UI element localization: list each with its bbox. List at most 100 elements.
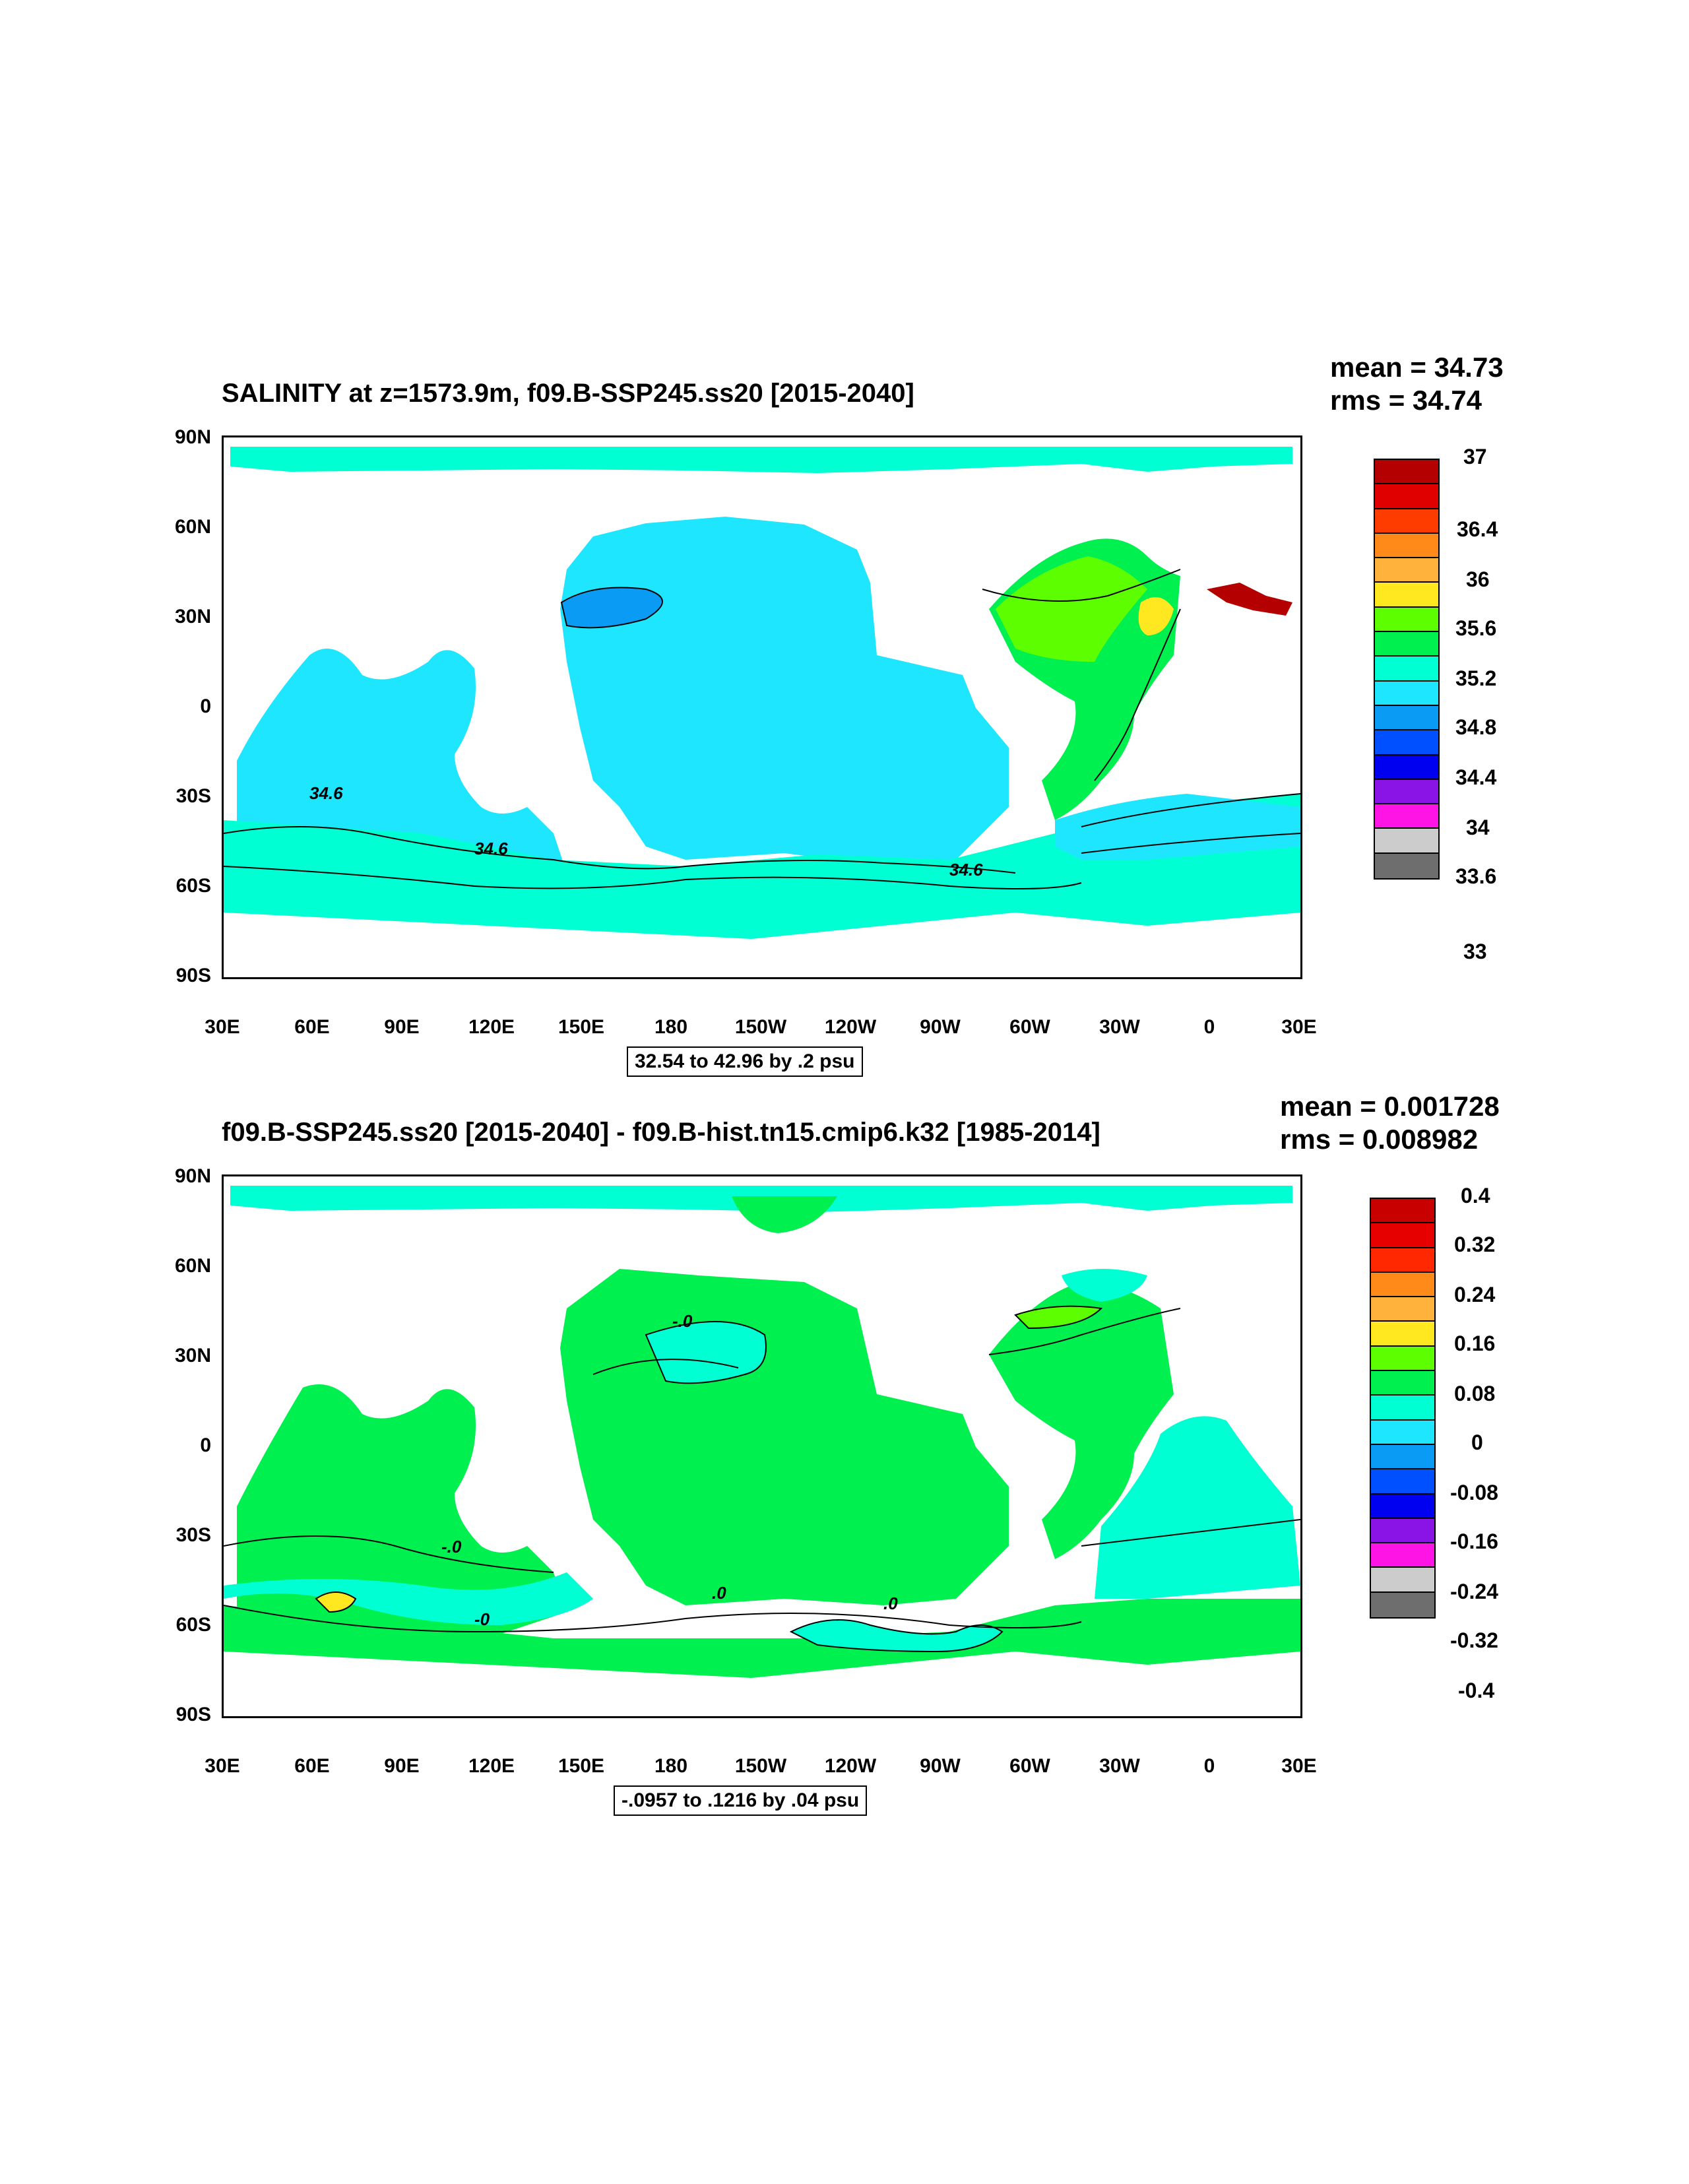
lon-label: 90W [920, 1016, 961, 1038]
colorbar-label: 0.4 [1461, 1184, 1490, 1207]
colorbar-swatch [1375, 804, 1438, 829]
contour-label: -.0 [441, 1537, 462, 1557]
lon-label: 120W [824, 1755, 877, 1777]
lon-label: 150W [734, 1016, 787, 1038]
colorbar-swatch [1375, 755, 1438, 780]
contour-label: 34.6 [309, 783, 343, 803]
mean-value: mean = 0.001728 [1280, 1091, 1500, 1122]
contour-label: .0 [883, 1593, 898, 1613]
contour-label: -.0 [672, 1311, 693, 1331]
colorbar-swatch [1371, 1199, 1434, 1224]
colorbar-label: 33 [1463, 940, 1487, 963]
colorbar-swatch [1375, 632, 1438, 657]
lon-label: 60W [1009, 1016, 1050, 1038]
colorbar-label: 0.24 [1454, 1283, 1496, 1306]
lat-label: 30S [175, 785, 211, 807]
colorbar-swatch [1375, 657, 1438, 682]
lon-label: 0 [1203, 1755, 1215, 1777]
lon-label: 180 [654, 1755, 688, 1777]
colorbar-label: 0.32 [1454, 1233, 1496, 1256]
difference-map: -.0 -.0 -0 .0 .0 [222, 1174, 1302, 1718]
contour-label: 34.6 [474, 839, 508, 858]
colorbar-swatch [1371, 1444, 1434, 1470]
lon-label: 60E [294, 1755, 330, 1777]
colorbar-label: 33.6 [1455, 864, 1497, 888]
colorbar-swatch [1375, 558, 1438, 583]
rms-value: rms = 34.74 [1330, 385, 1482, 416]
colorbar-label: -0.32 [1450, 1628, 1498, 1652]
salinity-panel: SALINITY at z=1573.9m, f09.B-SSP245.ss20… [174, 352, 1504, 1077]
colorbar-swatch [1371, 1371, 1434, 1396]
colorbar-swatch [1371, 1248, 1434, 1273]
colorbar-swatch [1375, 533, 1438, 559]
lon-label: 120W [824, 1016, 877, 1038]
contour-label: 34.6 [949, 860, 983, 880]
lat-label: 90S [175, 1704, 211, 1725]
lon-label: 180 [654, 1016, 688, 1038]
lat-label: 30S [175, 1524, 211, 1546]
colorbar-swatch [1371, 1518, 1434, 1544]
colorbar-swatch [1375, 509, 1438, 534]
colorbar-swatch [1371, 1396, 1434, 1421]
lon-label: 90W [920, 1755, 961, 1777]
colorbar-swatch [1375, 829, 1438, 854]
contour-label: -0 [474, 1609, 490, 1629]
colorbar-swatch [1375, 853, 1438, 879]
contour-range-label: -.0957 to .1216 by .04 psu [614, 1785, 868, 1816]
colorbar-label: 0.08 [1454, 1382, 1496, 1405]
colorbar-swatch [1371, 1592, 1434, 1618]
colorbar [1374, 459, 1440, 880]
salinity-difference-panel: f09.B-SSP245.ss20 [2015-2040] - f09.B-hi… [0, 1091, 1689, 1847]
colorbar-swatch [1371, 1322, 1434, 1347]
lat-label: 60N [174, 1255, 211, 1277]
lat-label: 60N [174, 516, 211, 538]
lat-label: 60S [175, 1614, 211, 1636]
colorbar-swatch [1371, 1469, 1434, 1494]
lon-label: 60E [294, 1016, 330, 1038]
colorbar-label: 35.6 [1455, 616, 1497, 640]
lon-label: 30E [205, 1016, 240, 1038]
lon-label: 150E [558, 1755, 605, 1777]
colorbar-swatch [1375, 705, 1438, 731]
colorbar-label: 35.2 [1455, 666, 1497, 690]
colorbar-label: -0.08 [1450, 1481, 1498, 1504]
colorbar-swatch [1371, 1494, 1434, 1519]
colorbar-swatch [1375, 730, 1438, 755]
colorbar-label: 34.8 [1455, 715, 1497, 739]
mean-value: mean = 34.73 [1330, 352, 1504, 383]
colorbar-label: -0.24 [1450, 1580, 1498, 1603]
lon-label: 150W [734, 1755, 787, 1777]
colorbar-label: 0 [1471, 1430, 1483, 1454]
colorbar-swatch [1375, 484, 1438, 509]
lon-label: 90E [384, 1755, 420, 1777]
colorbar-label: 34 [1466, 816, 1490, 839]
rms-value: rms = 0.008982 [1280, 1124, 1479, 1155]
colorbar-label: 36.4 [1457, 517, 1498, 541]
lon-label: 30W [1099, 1016, 1140, 1038]
contour-label: .0 [712, 1583, 726, 1603]
colorbar-label: -0.16 [1450, 1529, 1498, 1553]
lat-label: 90N [174, 1165, 211, 1187]
colorbar-swatch [1375, 583, 1438, 608]
colorbar-swatch [1371, 1568, 1434, 1593]
colorbar-label: 0.16 [1454, 1332, 1496, 1355]
colorbar-swatch [1375, 460, 1438, 485]
colorbar-label: -0.4 [1458, 1679, 1495, 1702]
lon-label: 30E [1281, 1016, 1317, 1038]
lat-label: 0 [200, 1434, 211, 1456]
colorbar-swatch [1371, 1420, 1434, 1445]
lat-label: 0 [200, 695, 211, 717]
lon-label: 120E [468, 1016, 515, 1038]
colorbar-swatch [1371, 1272, 1434, 1298]
colorbar-label: 36 [1466, 567, 1490, 591]
lon-label: 60W [1009, 1755, 1050, 1777]
lat-label: 30N [174, 1345, 211, 1366]
colorbar-swatch [1371, 1223, 1434, 1248]
colorbar-swatch [1371, 1543, 1434, 1568]
lon-label: 0 [1203, 1016, 1215, 1038]
lat-label: 90N [174, 426, 211, 448]
lon-label: 150E [558, 1016, 605, 1038]
colorbar [1370, 1198, 1436, 1619]
colorbar-swatch [1375, 607, 1438, 633]
colorbar-swatch [1375, 779, 1438, 805]
